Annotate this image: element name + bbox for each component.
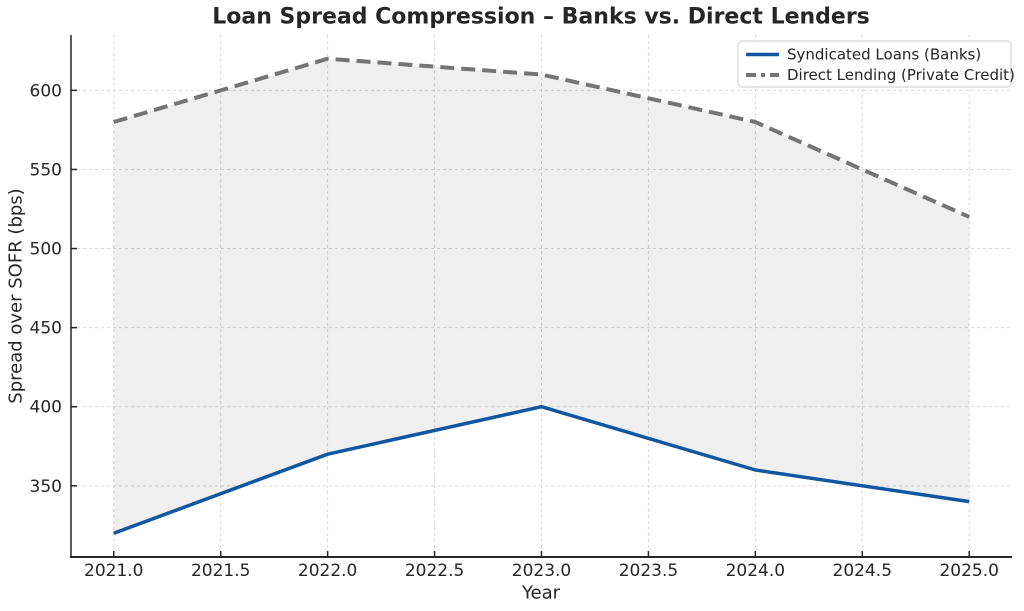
y-tick-label: 600 xyxy=(30,81,62,101)
x-tick-label: 2021.0 xyxy=(84,561,143,581)
x-tick-label: 2024.0 xyxy=(726,561,785,581)
y-tick-label: 500 xyxy=(30,240,62,260)
y-tick-label: 350 xyxy=(30,477,62,497)
x-tick-label: 2024.5 xyxy=(833,561,892,581)
x-tick-label: 2022.0 xyxy=(298,561,357,581)
x-tick-label: 2023.5 xyxy=(619,561,678,581)
y-tick-label: 450 xyxy=(30,319,62,339)
fill-between-area xyxy=(113,58,970,534)
legend xyxy=(737,40,1012,88)
x-tick-label: 2021.5 xyxy=(191,561,250,581)
legend-label: Syndicated Loans (Banks) xyxy=(787,46,981,64)
x-tick-label: 2022.5 xyxy=(405,561,464,581)
x-axis-label: Year xyxy=(521,582,561,604)
series-line-banks xyxy=(113,404,970,535)
chart-title: Loan Spread Compression – Banks vs. Dire… xyxy=(212,4,870,30)
y-axis-label: Spread over SOFR (bps) xyxy=(5,188,27,404)
series-line-direct-lending xyxy=(113,56,971,219)
x-tick-label: 2025.0 xyxy=(939,561,998,581)
y-tick-label: 550 xyxy=(30,160,62,180)
legend-label: Direct Lending (Private Credit) xyxy=(787,66,1015,84)
y-tick-label: 400 xyxy=(30,398,62,418)
x-tick-label: 2023.0 xyxy=(512,561,571,581)
